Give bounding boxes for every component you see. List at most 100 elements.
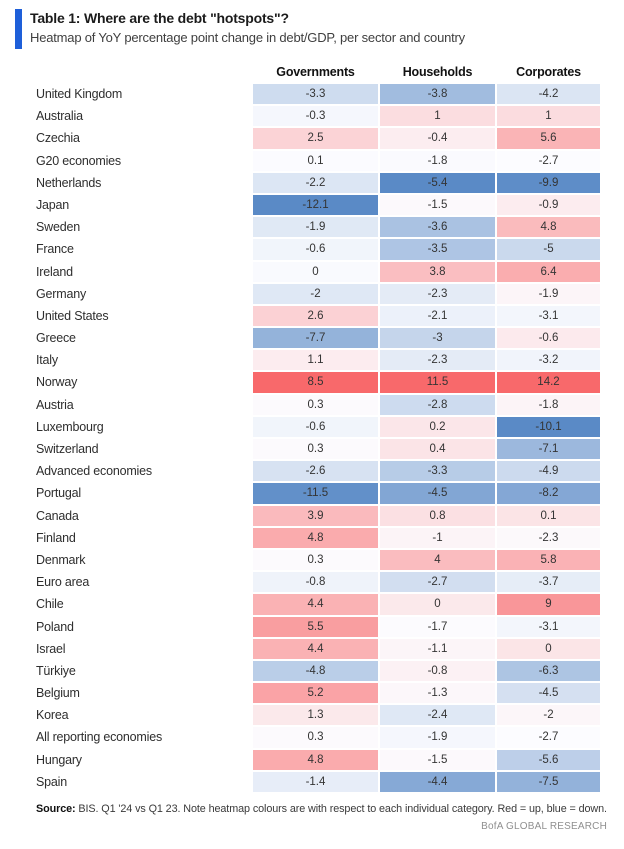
heatmap-cell: -3.3 [253,84,378,105]
country-label: Austria [36,397,74,412]
heatmap-cell: -2.7 [497,727,600,748]
heatmap-cell: 5.8 [497,549,600,571]
heatmap-cell: -5.4 [380,172,495,193]
table-header: Table 1: Where are the debt "hotspots"? … [15,9,465,49]
heatmap-cell: -3.5 [380,239,495,260]
heatmap-cell: 8.5 [253,372,378,393]
heatmap-cell: -1.9 [380,727,495,748]
page-subtitle: Heatmap of YoY percentage point change i… [30,30,465,45]
table-row: France -0.6 -3.5 -5 [36,239,602,260]
table-row: Ireland 0 3.8 6.4 [36,261,602,282]
heatmap-cell: -0.6 [253,239,378,260]
heatmap-cell: -7.5 [497,771,600,792]
country-label: Türkiye [36,663,76,678]
heatmap-cell: 1 [380,106,495,127]
table-row: Sweden -1.9 -3.6 4.8 [36,217,602,238]
table-row: Japan -12.1 -1.5 -0.9 [36,194,602,216]
heatmap-cell: 0 [253,261,378,282]
table-row: G20 economies 0.1 -1.8 -2.7 [36,150,602,171]
country-label: Czechia [36,131,80,146]
country-label: France [36,242,74,257]
heatmap-cell: 0.3 [253,394,378,415]
country-label: Ireland [36,264,73,279]
country-label: Chile [36,597,64,612]
heatmap-cell: 3.8 [380,261,495,282]
heatmap-cell: -4.5 [380,483,495,504]
heatmap-cell: -1.7 [380,616,495,637]
heatmap-cell: -8.2 [497,483,600,504]
heatmap-cell: -0.4 [380,128,495,149]
country-label: Canada [36,508,79,523]
country-label: Japan [36,197,70,212]
column-header-households: Households [402,65,473,79]
heatmap-cell: -2.7 [497,150,600,171]
heatmap-cell: -3.3 [380,461,495,482]
heatmap-cell: 0.1 [253,150,378,171]
heatmap-cell: -1.8 [380,150,495,171]
heatmap-cell: -1.3 [380,683,495,704]
heatmap-cell: -2.3 [380,350,495,371]
heatmap-cell: -5.6 [497,749,600,770]
country-label: Luxembourg [36,419,104,434]
table-row: Canada 3.9 0.8 0.1 [36,505,602,526]
heatmap-cell: -11.5 [253,483,378,504]
heatmap-cell: -1.9 [497,283,600,304]
heatmap-table: Governments Households Corporates United… [36,58,602,794]
heatmap-cell: -1.9 [253,217,378,238]
heatmap-cell: 0 [497,638,600,659]
heatmap-cell: -2.4 [380,705,495,726]
heatmap-cell: -4.2 [497,84,600,105]
country-label: Hungary [36,752,82,767]
heatmap-cell: 4.4 [253,638,378,659]
table-row: Poland 5.5 -1.7 -3.1 [36,616,602,637]
heatmap-cell: 1.1 [253,350,378,371]
table-row: Belgium 5.2 -1.3 -4.5 [36,683,602,704]
title-accent-bar [15,9,22,49]
table-row: Spain -1.4 -4.4 -7.5 [36,771,602,792]
page-title: Table 1: Where are the debt "hotspots"? [30,10,289,26]
column-header-governments: Governments [276,65,355,79]
heatmap-cell: -0.6 [497,328,600,349]
heatmap-cell: -2.2 [253,172,378,193]
heatmap-cell: -12.1 [253,194,378,216]
heatmap-cell: 5.5 [253,616,378,637]
heatmap-cell: -0.8 [380,660,495,682]
heatmap-cell: 4.4 [253,594,378,615]
heatmap-cell: 2.6 [253,305,378,327]
country-label: Germany [36,286,87,301]
heatmap-cell: -3.8 [380,84,495,105]
heatmap-cell: -1.5 [380,194,495,216]
heatmap-cell: 9 [497,594,600,615]
heatmap-cell: -1 [380,527,495,548]
country-label: Portugal [36,486,81,501]
heatmap-cell: 3.9 [253,505,378,526]
heatmap-cell: 4.8 [253,749,378,770]
heatmap-cell: 0.3 [253,439,378,460]
source-label: Source: [36,803,76,815]
brand-label: BofA GLOBAL RESEARCH [481,821,607,832]
table-row: Australia -0.3 1 1 [36,106,602,127]
heatmap-cell: 2.5 [253,128,378,149]
heatmap-cell: 11.5 [380,372,495,393]
heatmap-cell: -2.3 [380,283,495,304]
country-label: Italy [36,353,58,368]
table-row: Advanced economies -2.6 -3.3 -4.9 [36,461,602,482]
table-row: Germany -2 -2.3 -1.9 [36,283,602,304]
heatmap-cell: -1.8 [497,394,600,415]
heatmap-cell: -2.1 [380,305,495,327]
table-row: United States 2.6 -2.1 -3.1 [36,305,602,327]
column-header-row: Governments Households Corporates [36,58,602,84]
heatmap-cell: -3 [380,328,495,349]
heatmap-cell: 4.8 [253,527,378,548]
heatmap-cell: -3.2 [497,350,600,371]
table-row: Portugal -11.5 -4.5 -8.2 [36,483,602,504]
title-block: Table 1: Where are the debt "hotspots"? … [30,9,465,49]
heatmap-cell: -1.4 [253,771,378,792]
heatmap-cell: -7.7 [253,328,378,349]
heatmap-cell: -9.9 [497,172,600,193]
table-row: Czechia 2.5 -0.4 5.6 [36,128,602,149]
column-header-corporates: Corporates [516,65,581,79]
heatmap-cell: -3.1 [497,616,600,637]
country-label: Finland [36,530,76,545]
